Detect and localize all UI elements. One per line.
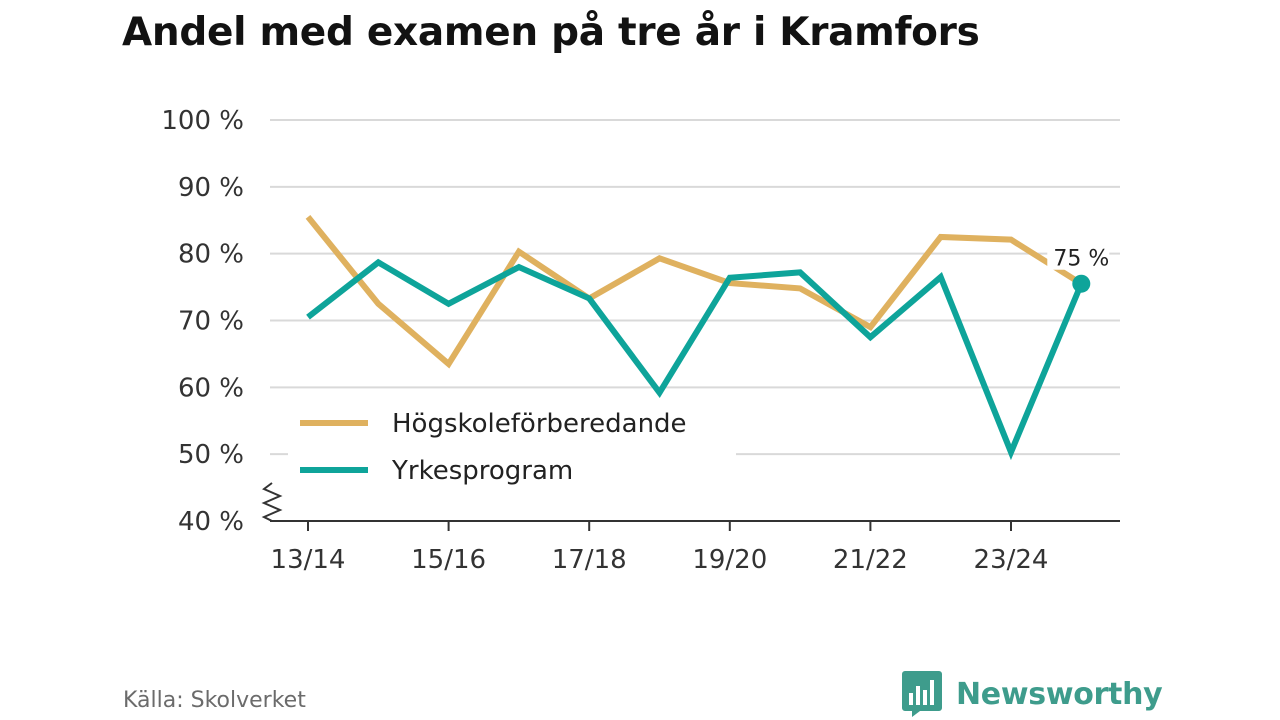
x-tick-label: 21/22 xyxy=(833,545,908,575)
data-label-background xyxy=(1047,241,1110,270)
annotations: 75 % xyxy=(1047,241,1110,293)
y-tick-label: 70 % xyxy=(178,307,244,337)
x-tick-label: 19/20 xyxy=(692,545,767,575)
y-tick-label: 100 % xyxy=(161,106,244,136)
source-note: Källa: Skolverket xyxy=(123,688,306,713)
series-line-hogskoleforberedande xyxy=(305,215,1083,369)
x-tick-label: 23/24 xyxy=(974,545,1049,575)
y-axis-tick-labels: 40 % 50 % 60 % 70 % 80 % 90 % 100 % xyxy=(161,106,244,537)
x-tick-label: 17/18 xyxy=(552,545,627,575)
legend-label: Högskoleförberedande xyxy=(392,409,687,439)
y-tick-label: 50 % xyxy=(178,440,244,470)
bar-chart-speech-bubble-icon xyxy=(902,671,942,717)
series-lines xyxy=(305,215,1085,461)
chart-title: Andel med examen på tre år i Kramfors xyxy=(122,10,980,55)
legend-label: Yrkesprogram xyxy=(391,456,573,486)
x-tick-label: 13/14 xyxy=(271,545,346,575)
brand[interactable]: Newsworthy xyxy=(902,670,1163,718)
y-tick-label: 60 % xyxy=(178,373,244,403)
legend-background xyxy=(288,396,736,492)
legend: Högskoleförberedande Yrkesprogram xyxy=(288,396,736,492)
end-point-marker xyxy=(1072,274,1091,293)
axis-break-zigzag xyxy=(261,482,283,522)
series-line-yrkesprogram xyxy=(306,258,1085,461)
x-axis: 13/14 15/16 17/18 19/20 21/22 23/24 xyxy=(261,482,1120,575)
y-tick-label: 80 % xyxy=(178,240,244,270)
brand-name: Newsworthy xyxy=(956,676,1163,712)
y-tick-label: 90 % xyxy=(178,173,244,203)
x-tick-label: 15/16 xyxy=(411,545,486,575)
y-tick-label: 40 % xyxy=(178,507,244,537)
data-label: 75 % xyxy=(1053,247,1109,272)
